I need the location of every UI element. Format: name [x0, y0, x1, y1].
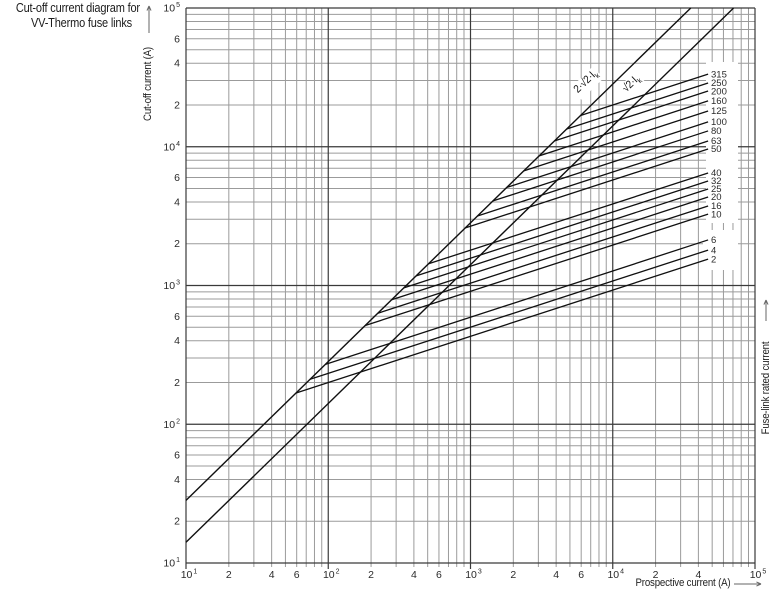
- fuse-line: [506, 121, 709, 189]
- x-tick-label: 6: [578, 569, 584, 581]
- y-tick-label: 4: [174, 335, 180, 347]
- fuse-line: [377, 205, 709, 314]
- x-axis-arrow-right-icon: [756, 581, 762, 585]
- x-axis-label: Prospective current (A): [635, 577, 731, 589]
- rating-label-mask: [706, 62, 738, 223]
- fuse-rating-label: 315: [711, 69, 727, 80]
- fuse-rating-label: 10: [711, 209, 722, 220]
- fuse-rating-label: 100: [711, 117, 727, 128]
- x-tick-label: 4: [411, 569, 417, 581]
- fuse-line: [428, 172, 709, 265]
- y-tick-label: 6: [174, 450, 180, 462]
- fuse-line: [295, 258, 709, 394]
- x-tick-label: 4: [269, 569, 275, 581]
- x-tick-label: 6: [294, 569, 300, 581]
- fuse-rating-label: 40: [711, 168, 722, 179]
- x-tick-label: 102: [323, 569, 340, 582]
- y-tick-label: 2: [174, 99, 180, 111]
- x-tick-label: 105: [750, 569, 767, 582]
- x-tick-label: 101: [181, 569, 198, 582]
- figure-title: Cut-off current diagram for VV-Thermo fu…: [15, 1, 140, 31]
- fuse-rating-label: 80: [711, 126, 722, 137]
- x-tick-label: 2: [510, 569, 516, 581]
- x-tick-label: 6: [436, 569, 442, 581]
- x-tick-label: 4: [553, 569, 559, 581]
- fuse-rating-label: 160: [711, 96, 727, 107]
- fuse-line: [465, 148, 709, 229]
- fuse-line: [403, 188, 709, 289]
- y-axis-arrow-up-icon: [148, 5, 152, 11]
- x-tick-label: 4: [695, 569, 701, 581]
- fuse-rating-label: 63: [711, 136, 722, 147]
- fuse-line: [492, 130, 709, 202]
- fuse-line: [325, 239, 709, 366]
- fuse-rating-label: 25: [711, 184, 722, 195]
- y-tick-label: 101: [163, 557, 180, 570]
- y-tick-label: 6: [174, 33, 180, 45]
- fuse-line: [309, 249, 709, 380]
- fuse-rating-label: 2: [711, 254, 716, 265]
- right-axis-arrow-up-icon: [765, 299, 769, 305]
- fuse-rating-label: 32: [711, 176, 722, 187]
- fuse-line: [538, 100, 709, 157]
- x-tick-label: 104: [607, 569, 624, 582]
- right-axis-arrow-up-icon: [763, 299, 767, 305]
- x-tick-label: 2: [653, 569, 659, 581]
- y-axis-arrow-up-icon: [146, 5, 150, 11]
- fuse-line: [566, 82, 709, 130]
- x-tick-label: 2: [226, 569, 232, 581]
- x-axis-arrow-right-icon: [756, 583, 762, 587]
- fuse-line: [365, 213, 709, 327]
- y-tick-label: 4: [174, 474, 180, 486]
- figure-title-line2: VV-Thermo fuse links: [30, 16, 133, 30]
- fuse-rating-label: 200: [711, 86, 727, 97]
- fuse-rating-label: 4: [711, 245, 716, 256]
- y-tick-label: 105: [163, 2, 180, 15]
- fuse-line: [554, 90, 709, 142]
- y-tick-label: 6: [174, 172, 180, 184]
- x-tick-label: 2: [368, 569, 374, 581]
- fuse-rating-label: 20: [711, 192, 722, 203]
- y-tick-label: 104: [163, 141, 180, 154]
- y-tick-label: 103: [163, 280, 180, 293]
- fuse-line: [415, 180, 709, 277]
- x-tick-label: 103: [465, 569, 482, 582]
- y-tick-label: 6: [174, 311, 180, 323]
- y-tick-label: 4: [174, 58, 180, 70]
- figure-title-line1: Cut-off current diagram for: [15, 1, 140, 15]
- fuse-rating-label: 125: [711, 106, 727, 117]
- fuse-line: [391, 196, 709, 301]
- fuse-rating-label: 6: [711, 235, 716, 246]
- y-axis-label: Cut-off current (A): [142, 47, 154, 121]
- y-tick-label: 2: [174, 377, 180, 389]
- right-axis-label: Fuse-link rated current: [760, 341, 772, 435]
- fuse-line: [477, 140, 709, 217]
- fuse-rating-label: 50: [711, 144, 722, 155]
- fuse-line: [523, 110, 709, 172]
- y-tick-label: 102: [163, 418, 180, 431]
- fuse-line: [580, 73, 709, 117]
- y-tick-label: 4: [174, 196, 180, 208]
- fuse-rating-label: 16: [711, 201, 722, 212]
- y-tick-label: 2: [174, 516, 180, 528]
- fuse-rating-label: 250: [711, 78, 727, 89]
- rating-label-mask: [703, 230, 738, 270]
- y-tick-label: 2: [174, 238, 180, 250]
- envelope-line: [185, 7, 735, 543]
- envelope-line: [185, 7, 692, 501]
